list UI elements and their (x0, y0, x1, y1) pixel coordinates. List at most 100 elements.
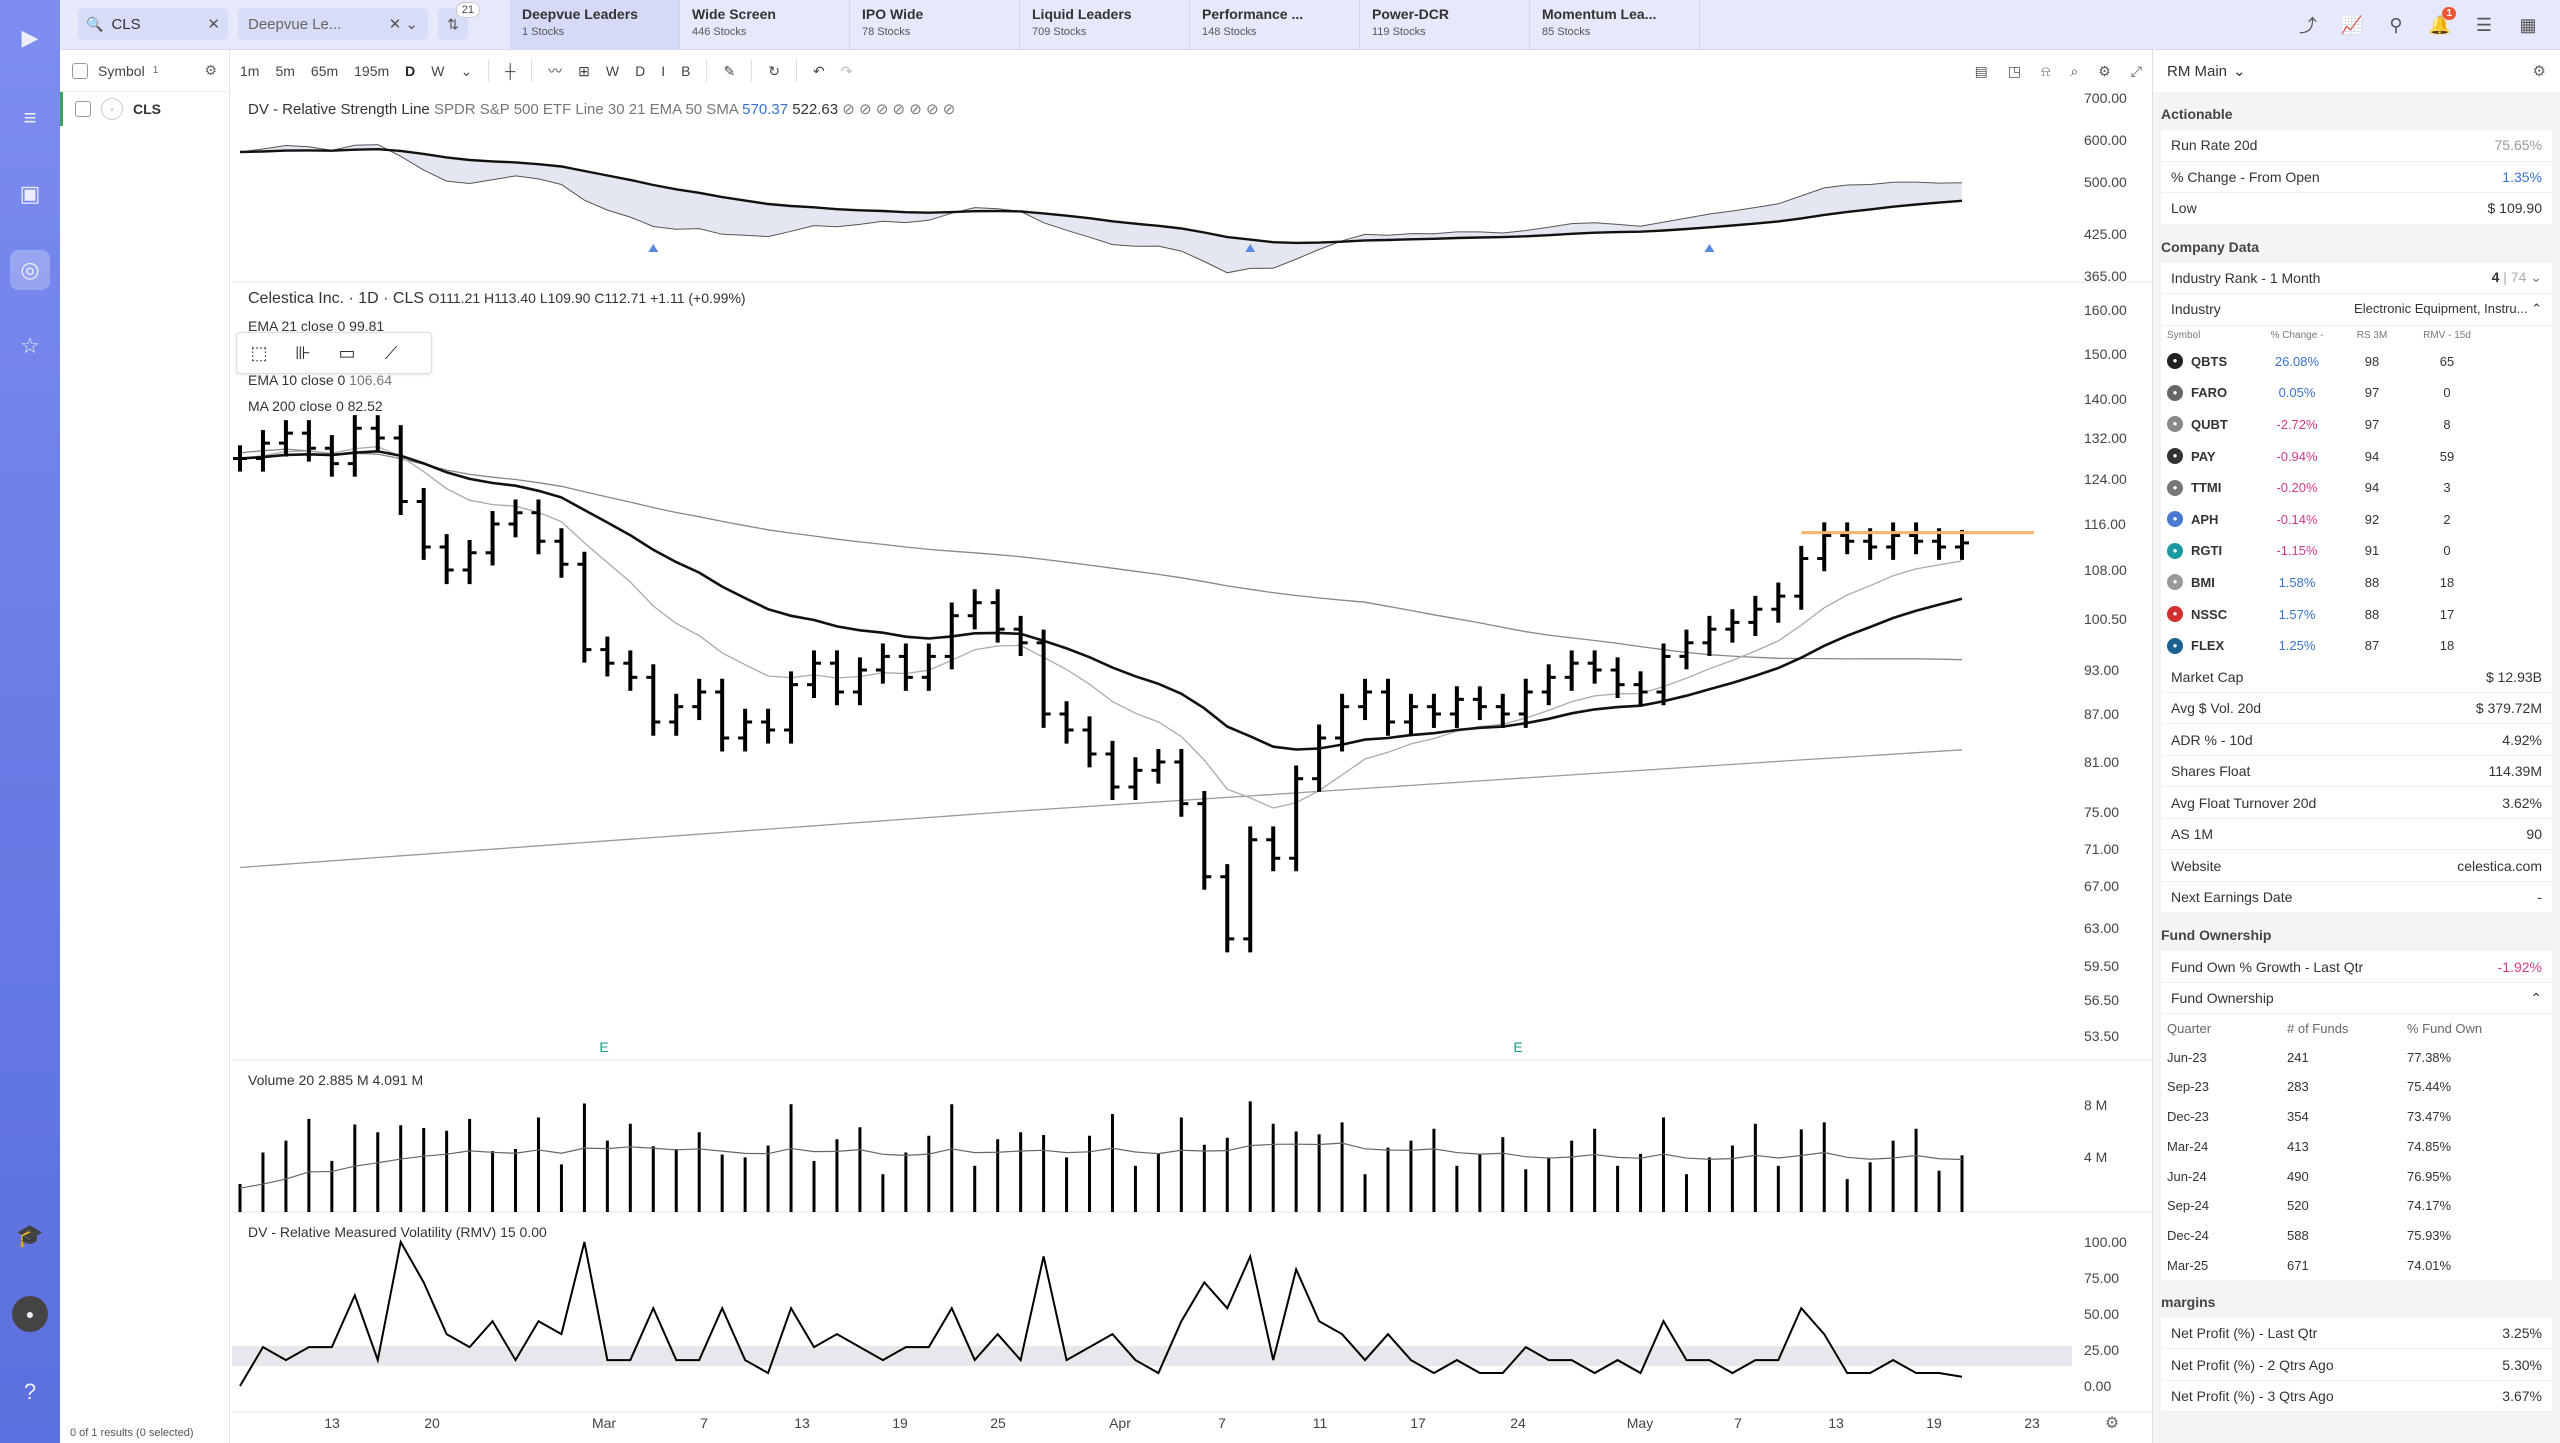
avatar[interactable]: ● (12, 1296, 48, 1332)
scan-icon[interactable]: ⚲ (2389, 14, 2403, 35)
menu-icon[interactable]: ≡ (23, 105, 37, 130)
x-axis-label: 13 (794, 1415, 810, 1431)
period-w[interactable]: W (605, 63, 620, 79)
fullscreen-icon[interactable]: ⤢ (2130, 62, 2142, 79)
fund-quarter: Dec-24 (2167, 1227, 2209, 1243)
col-header[interactable]: RMV - 15d (2423, 330, 2471, 341)
comment-icon[interactable]: ▭ (338, 342, 356, 363)
earnings-marker: E (1513, 1039, 1522, 1055)
refresh-icon[interactable]: ↻ (768, 62, 780, 79)
logo-icon[interactable]: ▶ (21, 25, 39, 50)
industry-peer-row[interactable]: ● BMI 1.58% 88 18 (2161, 567, 2552, 599)
rs-settings-icons[interactable]: ⊘ ⊘ ⊘ ⊘ ⊘ ⊘ ⊘ (842, 101, 956, 118)
camera-icon[interactable]: ◳ (2007, 62, 2022, 79)
templates-icon[interactable]: ⊞ (578, 62, 590, 79)
tab-liquid-leaders[interactable]: Liquid Leaders 709 Stocks (1020, 0, 1190, 50)
tab-momentum-leaders[interactable]: Momentum Lea... 85 Stocks (1530, 0, 1700, 50)
period-i[interactable]: I (661, 63, 666, 79)
clear-search-icon[interactable]: ✕ (207, 16, 220, 33)
section-title: Actionable (2153, 98, 2560, 130)
kv-row[interactable]: Website celestica.com (2161, 850, 2552, 882)
rmv-axis-tick: 0.00 (2084, 1378, 2111, 1394)
industry-peer-row[interactable]: ● APH -0.14% 92 2 (2161, 503, 2552, 535)
period-b[interactable]: B (681, 63, 691, 79)
industry-peer-row[interactable]: ● QUBT -2.72% 97 8 (2161, 409, 2552, 441)
settings-icon[interactable]: ⚙ (2098, 62, 2111, 79)
col-header[interactable]: RS 3M (2356, 330, 2388, 341)
main-legend: Celestica Inc. · 1D · CLS O111.21 H113.4… (248, 290, 746, 308)
industry-peer-row[interactable]: ● TTMI -0.20% 94 3 (2161, 472, 2552, 504)
x-axis-label: 19 (892, 1415, 908, 1431)
price-axis-tick: 87.00 (2084, 706, 2119, 722)
industry-peer-row[interactable]: ● RGTI -1.15% 91 0 (2161, 535, 2552, 567)
target-icon[interactable]: ◎ (10, 250, 50, 290)
rectangle-icon[interactable]: ⬚ (250, 342, 268, 363)
indicators-icon[interactable]: 〰 (548, 63, 563, 79)
watchlist-row[interactable]: ◦ CLS (60, 92, 229, 126)
tab-title: Wide Screen (692, 6, 776, 22)
select-all-checkbox[interactable] (72, 62, 88, 79)
tf-daily[interactable]: D (405, 63, 416, 79)
industry-peer-row[interactable]: ● PAY -0.94% 94 59 (2161, 440, 2552, 472)
layout-icon[interactable]: ▣ (19, 181, 41, 206)
search-input[interactable]: CLS (111, 15, 141, 33)
help-icon[interactable]: ? (23, 1379, 37, 1404)
layout-icon[interactable]: ▤ (1974, 62, 1988, 79)
industry-rank-total: 74 (2510, 269, 2527, 286)
line-tool-icon[interactable]: ⟋ (384, 342, 398, 363)
gear-icon[interactable]: ⚙ (204, 62, 217, 78)
redo-icon[interactable]: ↷ (840, 62, 853, 79)
candles-icon[interactable]: ⊪ (295, 342, 311, 363)
chart-canvas[interactable]: 700.00 600.00 500.00 425.00 365.00 160.00 150.… (232, 92, 2152, 1443)
col-header[interactable]: % Change - (2270, 330, 2324, 341)
chevron-down-icon[interactable]: ⌄ (460, 62, 473, 79)
chevron-up-icon[interactable]: ⌃ (2530, 989, 2542, 1006)
chart-icon[interactable]: 📈 (2340, 14, 2364, 35)
course-icon[interactable]: 🎓 (16, 1223, 44, 1248)
chart-area[interactable]: 700.00 600.00 500.00 425.00 365.00 160.00 150.… (232, 92, 2152, 1443)
symbol-search[interactable]: 🔍 CLS ✕ (78, 8, 228, 40)
actionable-section: Actionable Run Rate 20d 75.65% % Change -… (2153, 98, 2560, 225)
fund-count: 354 (2287, 1109, 2309, 1125)
chevron-down-icon[interactable]: ⌄ (2233, 63, 2246, 80)
tf-weekly[interactable]: W (431, 63, 445, 79)
industry-peer-row[interactable]: ● NSSC 1.57% 88 17 (2161, 598, 2552, 630)
tab-deepvue-leaders[interactable]: Deepvue Leaders 1 Stocks (510, 0, 680, 50)
grid-icon[interactable]: ▦ (2519, 14, 2537, 35)
tf-65m[interactable]: 65m (310, 63, 339, 79)
tf-5m[interactable]: 5m (275, 63, 295, 79)
volume-avg-line (239, 1142, 1963, 1189)
panel-title[interactable]: RM Main (2167, 62, 2228, 80)
fund-ownership-toggle[interactable]: Fund Ownership ⌃ (2161, 983, 2552, 1015)
star-icon[interactable]: ☆ (20, 333, 40, 358)
tab-power-dcr[interactable]: Power-DCR 119 Stocks (1360, 0, 1530, 50)
undo-icon[interactable]: ↶ (812, 62, 825, 79)
tf-1m[interactable]: 1m (240, 63, 260, 79)
peer-symbol-text: QUBT (2191, 416, 2228, 432)
tab-ipo-wide[interactable]: IPO Wide 78 Stocks (850, 0, 1020, 50)
chevron-up-icon[interactable]: ⌃ (2531, 301, 2542, 317)
list-icon[interactable]: ☰ (2475, 14, 2493, 35)
tab-performance[interactable]: Performance ... 148 Stocks (1190, 0, 1360, 50)
industry-peer-row[interactable]: ● QBTS 26.08% 98 65 (2161, 346, 2552, 378)
bell-icon[interactable]: 🔔 1 (2418, 6, 2462, 36)
ema21-value: 99.81 (349, 318, 385, 334)
share-icon[interactable]: ⤴ (2299, 16, 2317, 36)
alert-icon[interactable]: ⍾ (2041, 62, 2051, 79)
fund-count: 520 (2287, 1198, 2309, 1214)
magnify-icon[interactable]: ⌕ (2070, 62, 2079, 79)
bar-type-icon[interactable]: ┼ (505, 63, 516, 79)
industry-peer-row[interactable]: ● FARO 0.05% 97 0 (2161, 377, 2552, 409)
industry-peer-row[interactable]: ● FLEX 1.25% 87 18 (2161, 630, 2552, 662)
tf-195m[interactable]: 195m (354, 63, 390, 79)
industry-row[interactable]: Industry Electronic Equipment, Instru... … (2161, 294, 2552, 326)
watchlist-select[interactable]: Deepvue Le... ✕ ⌄ (238, 8, 428, 40)
period-d[interactable]: D (635, 63, 646, 79)
draw-icon[interactable]: ✎ (723, 62, 736, 79)
chevron-down-icon[interactable]: ⌄ (2530, 269, 2542, 286)
tab-wide-screen[interactable]: Wide Screen 446 Stocks (680, 0, 850, 50)
clear-watchlist-icon[interactable]: ✕ ⌄ (388, 16, 418, 33)
gear-icon[interactable]: ⚙ (2532, 63, 2546, 80)
row-checkbox[interactable] (75, 101, 91, 117)
filter-button[interactable]: ⇅ 21 (438, 2, 480, 40)
